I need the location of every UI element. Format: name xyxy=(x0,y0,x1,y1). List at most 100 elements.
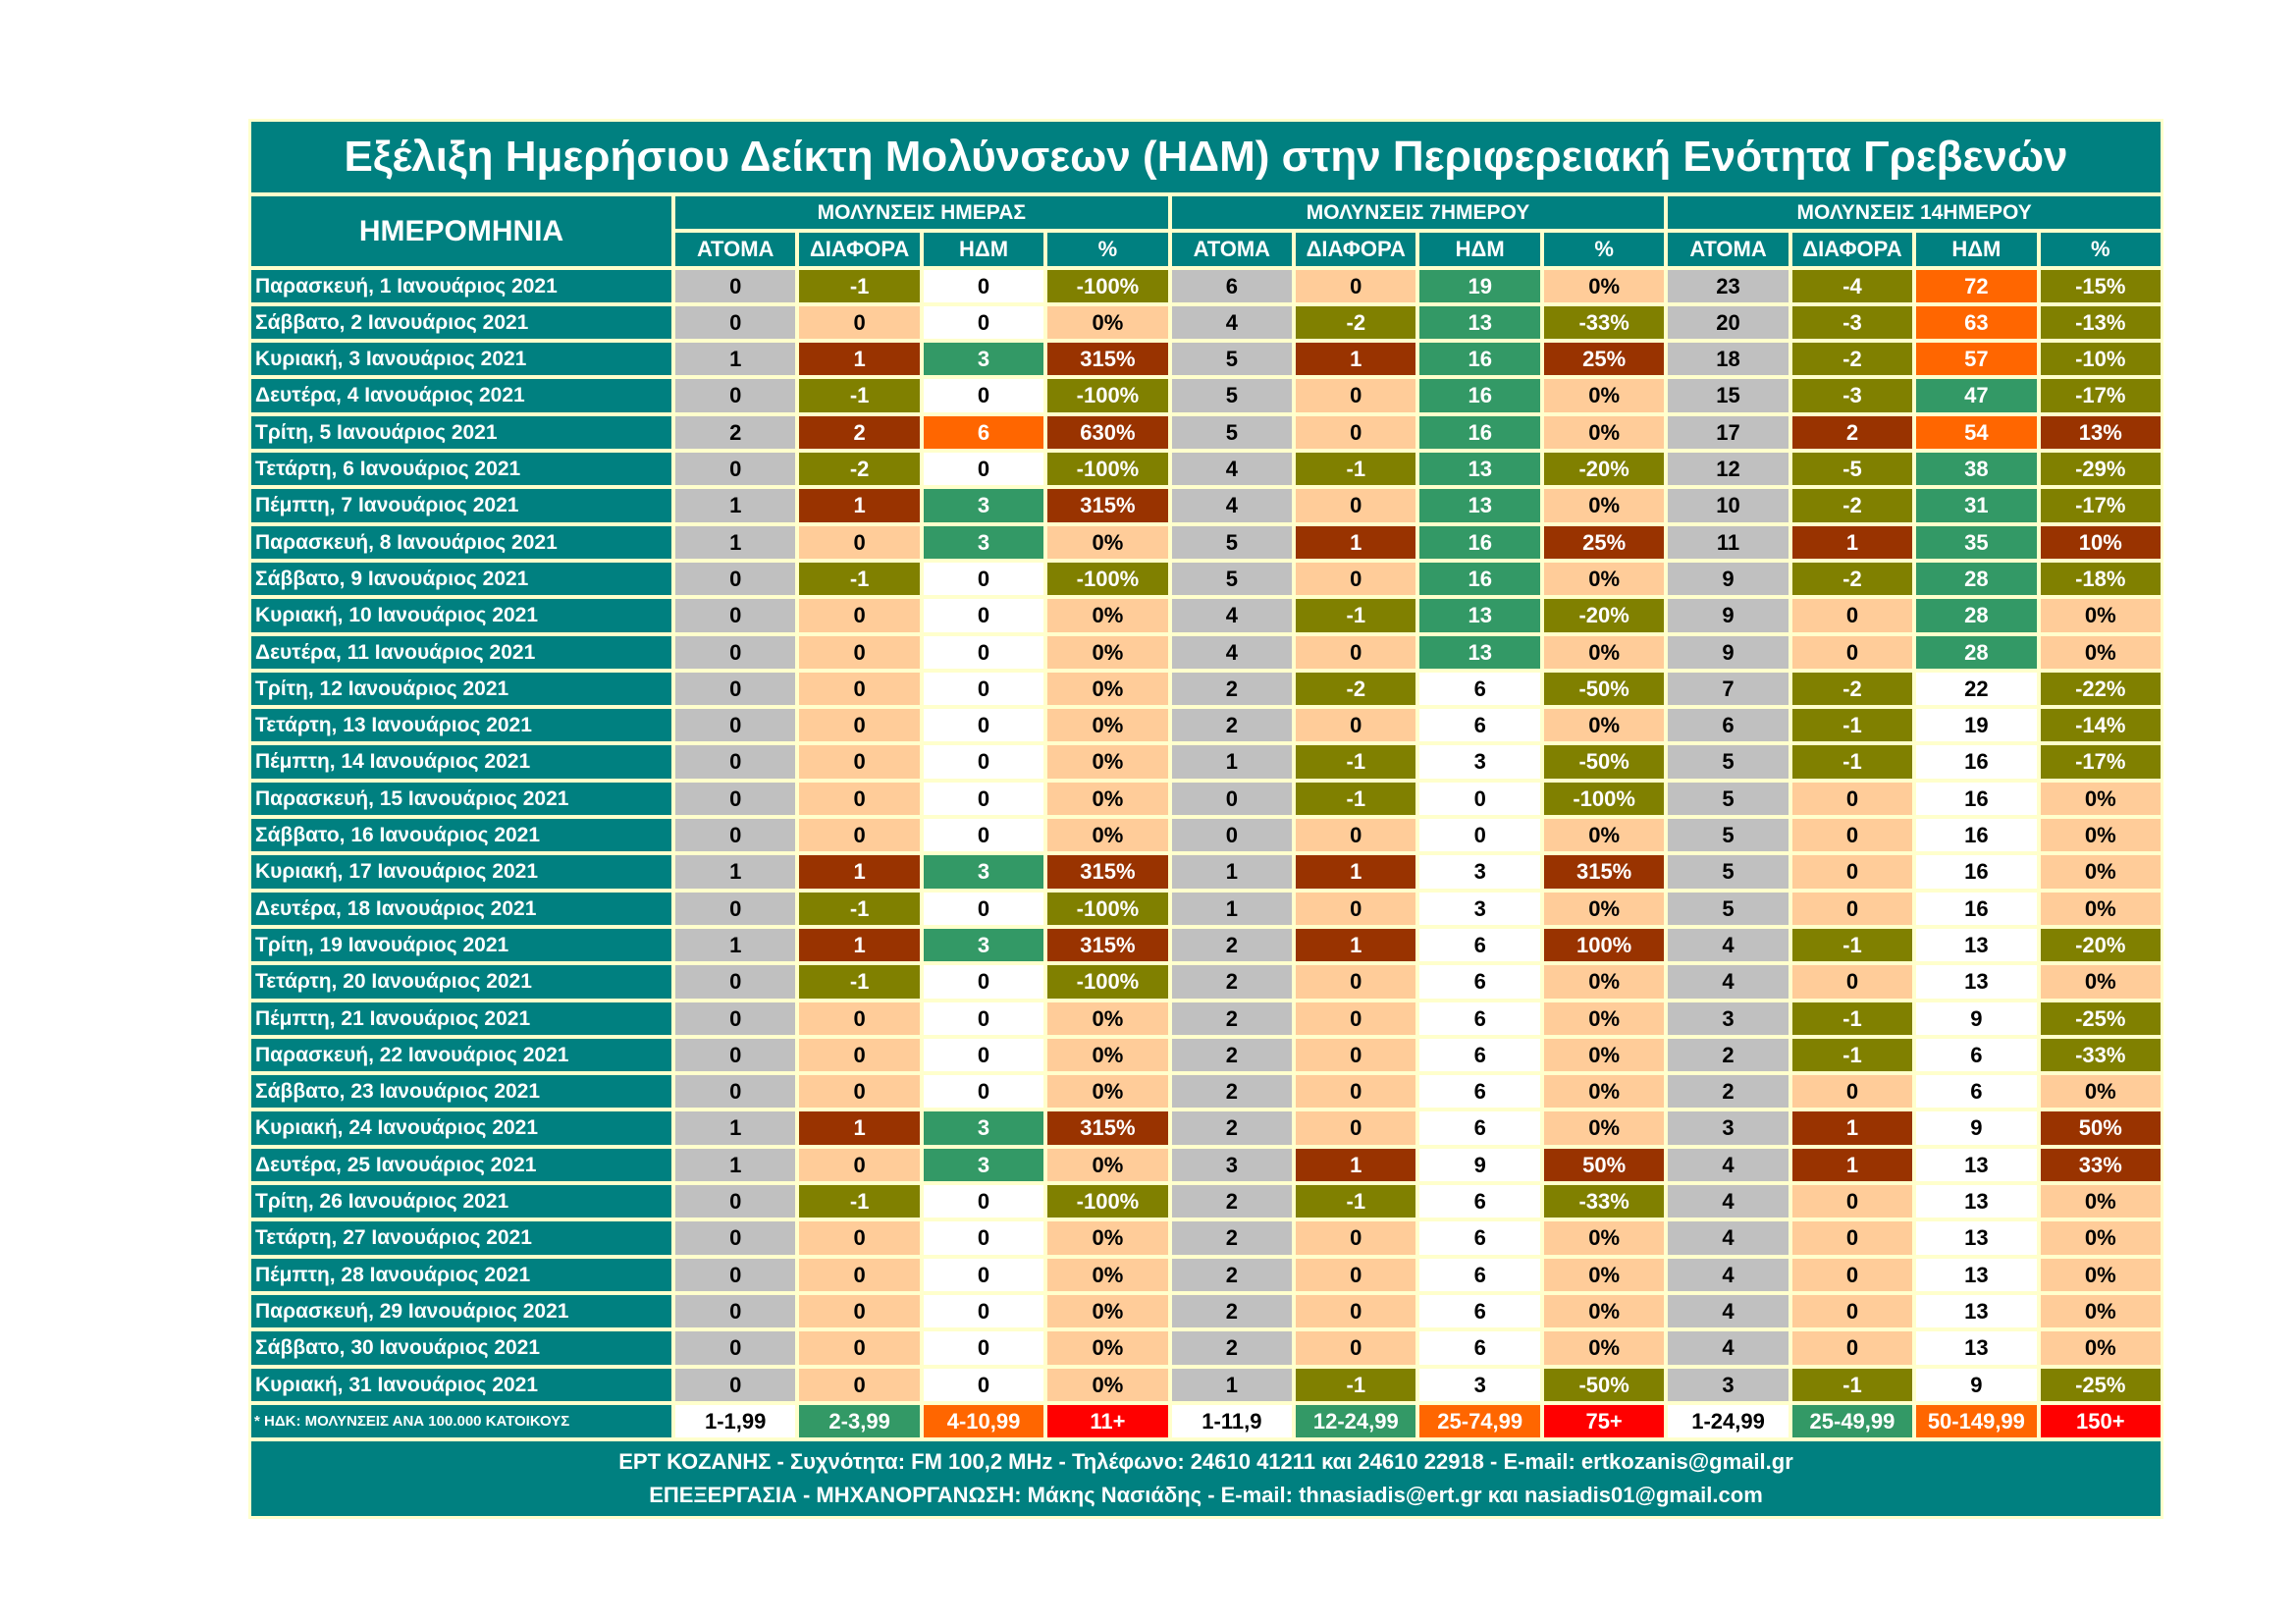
cell-7day-index: 13 xyxy=(1419,305,1540,340)
cell-14day-index: 38 xyxy=(1916,453,2037,486)
cell-7day-index: 16 xyxy=(1419,343,1540,376)
cell-7day-percent: 0% xyxy=(1543,1331,1665,1365)
subheader-7day: ΔΙΑΦΟΡΑ xyxy=(1296,233,1416,266)
cell-14day-difference: 0 xyxy=(1791,599,1913,632)
cell-7day-difference: 0 xyxy=(1296,635,1416,669)
cell-7day-people: 4 xyxy=(1171,599,1293,632)
footer-credits-line: ΕΠΕΞΕΡΓΑΣΙΑ - ΜΗΧΑΝΟΡΓΑΝΩΣΗ: Μάκης Νασιά… xyxy=(649,1483,1763,1508)
cell-daily-difference: 0 xyxy=(799,1368,920,1401)
cell-daily-difference: 0 xyxy=(799,672,920,706)
cell-14day-people: 20 xyxy=(1668,305,1789,340)
cell-7day-percent: 25% xyxy=(1543,343,1665,376)
cell-7day-index: 13 xyxy=(1419,453,1540,486)
cell-14day-percent: 0% xyxy=(2040,819,2161,852)
cell-7day-percent: 0% xyxy=(1543,562,1665,596)
cell-14day-percent: -33% xyxy=(2040,1038,2161,1072)
cell-14day-difference: -1 xyxy=(1791,745,1913,779)
cell-7day-difference: -1 xyxy=(1296,1368,1416,1401)
subheader-14day: ΑΤΟΜΑ xyxy=(1668,233,1789,266)
cell-14day-people: 18 xyxy=(1668,343,1789,376)
cell-daily-index: 0 xyxy=(923,1221,1044,1255)
cell-7day-people: 2 xyxy=(1171,672,1293,706)
cell-daily-index: 0 xyxy=(923,269,1044,302)
cell-7day-index: 6 xyxy=(1419,1185,1540,1218)
cell-14day-percent: 0% xyxy=(2040,965,2161,999)
legend-range-14day: 25-49,99 xyxy=(1791,1404,1913,1438)
cell-14day-people: 5 xyxy=(1668,855,1789,889)
cell-14day-percent: -17% xyxy=(2040,489,2161,522)
cell-7day-percent: 0% xyxy=(1543,415,1665,450)
cell-daily-people: 0 xyxy=(675,1294,796,1328)
cell-14day-difference: -2 xyxy=(1791,562,1913,596)
cell-14day-difference: 1 xyxy=(1791,1111,1913,1145)
cell-14day-people: 23 xyxy=(1668,269,1789,302)
cell-7day-percent: -50% xyxy=(1543,672,1665,706)
cell-daily-difference: -1 xyxy=(799,269,920,302)
cell-daily-percent: -100% xyxy=(1047,892,1168,925)
row-date: Τετάρτη, 13 Ιανουάριος 2021 xyxy=(251,709,671,742)
cell-14day-percent: 13% xyxy=(2040,415,2161,450)
cell-14day-percent: -29% xyxy=(2040,453,2161,486)
cell-7day-difference: 0 xyxy=(1296,709,1416,742)
cell-daily-percent: 0% xyxy=(1047,709,1168,742)
cell-14day-index: 6 xyxy=(1916,1038,2037,1072)
row-date: Πέμπτη, 14 Ιανουάριος 2021 xyxy=(251,745,671,779)
cell-14day-people: 4 xyxy=(1668,965,1789,999)
cell-daily-index: 0 xyxy=(923,305,1044,340)
cell-daily-index: 0 xyxy=(923,745,1044,779)
cell-14day-percent: 0% xyxy=(2040,1294,2161,1328)
cell-14day-percent: 0% xyxy=(2040,599,2161,632)
cell-14day-difference: -2 xyxy=(1791,489,1913,522)
cell-7day-people: 2 xyxy=(1171,1038,1293,1072)
subheader-14day: ΔΙΑΦΟΡΑ xyxy=(1791,233,1913,266)
cell-14day-percent: 0% xyxy=(2040,1185,2161,1218)
cell-7day-people: 1 xyxy=(1171,892,1293,925)
cell-daily-people: 0 xyxy=(675,745,796,779)
cell-14day-difference: 1 xyxy=(1791,1148,1913,1182)
cell-daily-index: 0 xyxy=(923,1331,1044,1365)
cell-7day-difference: 0 xyxy=(1296,562,1416,596)
cell-14day-people: 4 xyxy=(1668,1294,1789,1328)
cell-daily-percent: 315% xyxy=(1047,928,1168,962)
cell-daily-difference: 0 xyxy=(799,1258,920,1291)
cell-14day-difference: 0 xyxy=(1791,1185,1913,1218)
cell-daily-index: 0 xyxy=(923,965,1044,999)
cell-daily-percent: 0% xyxy=(1047,782,1168,816)
cell-7day-people: 4 xyxy=(1171,635,1293,669)
cell-14day-index: 28 xyxy=(1916,562,2037,596)
legend-range-14day: 150+ xyxy=(2040,1404,2161,1438)
cell-daily-index: 3 xyxy=(923,343,1044,376)
cell-14day-difference: -1 xyxy=(1791,1038,1913,1072)
cell-7day-difference: 0 xyxy=(1296,489,1416,522)
cell-daily-people: 1 xyxy=(675,855,796,889)
cell-daily-index: 6 xyxy=(923,415,1044,450)
cell-14day-difference: -3 xyxy=(1791,305,1913,340)
cell-7day-index: 6 xyxy=(1419,1331,1540,1365)
cell-7day-people: 5 xyxy=(1171,562,1293,596)
cell-daily-percent: 0% xyxy=(1047,1368,1168,1401)
cell-daily-index: 0 xyxy=(923,819,1044,852)
cell-14day-index: 16 xyxy=(1916,745,2037,779)
data-table: ΗΜΕΡΟΜΗΝΙΑ ΜΟΛΥΝΣΕΙΣ ΗΜΕΡΑΣ ΜΟΛΥΝΣΕΙΣ 7Η… xyxy=(251,196,2161,1438)
cell-daily-difference: 0 xyxy=(799,1001,920,1035)
cell-7day-index: 6 xyxy=(1419,1258,1540,1291)
cell-7day-difference: 1 xyxy=(1296,525,1416,559)
cell-14day-index: 6 xyxy=(1916,1075,2037,1109)
cell-7day-people: 4 xyxy=(1171,453,1293,486)
footer: ΕΡΤ ΚΟΖΑΝΗΣ - Συχνότητα: FM 100,2 MHz - … xyxy=(251,1441,2161,1517)
cell-daily-people: 0 xyxy=(675,1331,796,1365)
row-date: Τετάρτη, 27 Ιανουάριος 2021 xyxy=(251,1221,671,1255)
cell-7day-percent: 0% xyxy=(1543,709,1665,742)
cell-14day-index: 35 xyxy=(1916,525,2037,559)
cell-daily-percent: -100% xyxy=(1047,379,1168,412)
cell-daily-difference: 0 xyxy=(799,709,920,742)
cell-daily-difference: 1 xyxy=(799,855,920,889)
cell-14day-percent: 10% xyxy=(2040,525,2161,559)
sheet-title: Εξέλιξη Ημερήσιου Δείκτη Μολύνσεων (ΗΔΜ)… xyxy=(251,122,2161,192)
cell-14day-people: 3 xyxy=(1668,1368,1789,1401)
cell-14day-percent: -13% xyxy=(2040,305,2161,340)
cell-daily-percent: 0% xyxy=(1047,672,1168,706)
cell-daily-percent: 0% xyxy=(1047,635,1168,669)
row-date: Παρασκευή, 22 Ιανουάριος 2021 xyxy=(251,1038,671,1072)
cell-7day-percent: -20% xyxy=(1543,599,1665,632)
